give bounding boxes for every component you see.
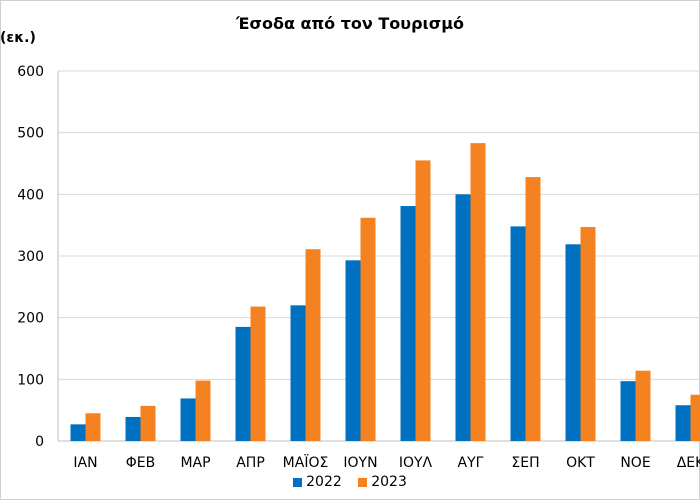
y-tick-label: 100 [17,372,44,388]
x-tick-label: ΜΑΪΟΣ [283,453,329,471]
legend: 2022 2023 [0,474,700,491]
y-tick-label: 400 [17,187,44,203]
y-tick-label: 300 [17,249,44,265]
bar-2023-5 [360,217,376,441]
bar-2022-1 [125,416,141,441]
legend-item-2022: 2022 [293,474,342,490]
x-tick-label: ΦΕΒ [126,455,155,471]
y-axis-label: (εκ.) [0,30,36,46]
legend-item-2023: 2023 [358,474,407,490]
x-tick-label: ΙΑΝ [73,455,97,471]
bar-2022-4 [290,305,306,441]
bar-2022-8 [510,226,526,441]
bar-2023-2 [195,380,211,441]
bar-2023-10 [635,370,651,441]
bar-2022-3 [235,326,251,441]
bar-2022-10 [620,381,636,441]
legend-label-2022: 2022 [306,474,342,490]
legend-label-2023: 2023 [371,474,407,490]
bar-2023-11 [690,394,700,441]
x-tick-label: ΜΑΡ [180,455,210,471]
x-tick-label: ΙΟΥΝ [343,455,377,471]
x-tick-label: ΔΕΚ [677,455,700,471]
bar-2023-1 [140,405,156,441]
x-tick-label: ΝΟΕ [620,455,650,471]
y-tick-label: 500 [17,126,44,142]
y-tick-label: 0 [35,434,44,450]
x-tick-label: ΟΚΤ [566,455,595,471]
bar-2023-9 [580,227,596,441]
legend-swatch-2022 [293,477,303,487]
bar-2023-0 [85,413,101,441]
bar-2023-4 [305,249,321,441]
bar-2022-5 [345,260,361,441]
y-tick-label: 600 [17,64,44,80]
bar-2023-7 [470,143,486,441]
x-tick-label: ΑΠΡ [236,455,265,471]
bar-2022-0 [70,424,86,441]
x-tick-label: ΣΕΠ [511,455,539,471]
bar-2023-3 [250,306,266,441]
bar-2022-2 [180,398,196,441]
bar-2022-11 [675,405,691,441]
bar-2022-6 [400,206,416,441]
bar-2023-8 [525,177,541,442]
legend-swatch-2023 [358,477,368,487]
bar-2023-6 [415,160,431,441]
x-tick-label: ΙΟΥΛ [399,455,433,471]
x-tick-label: ΑΥΓ [458,455,484,471]
y-tick-label: 200 [17,311,44,327]
bar-2022-9 [565,244,581,441]
bar-2022-7 [455,194,471,441]
chart-title: Έσοδα από τον Τουρισμό [235,14,465,33]
